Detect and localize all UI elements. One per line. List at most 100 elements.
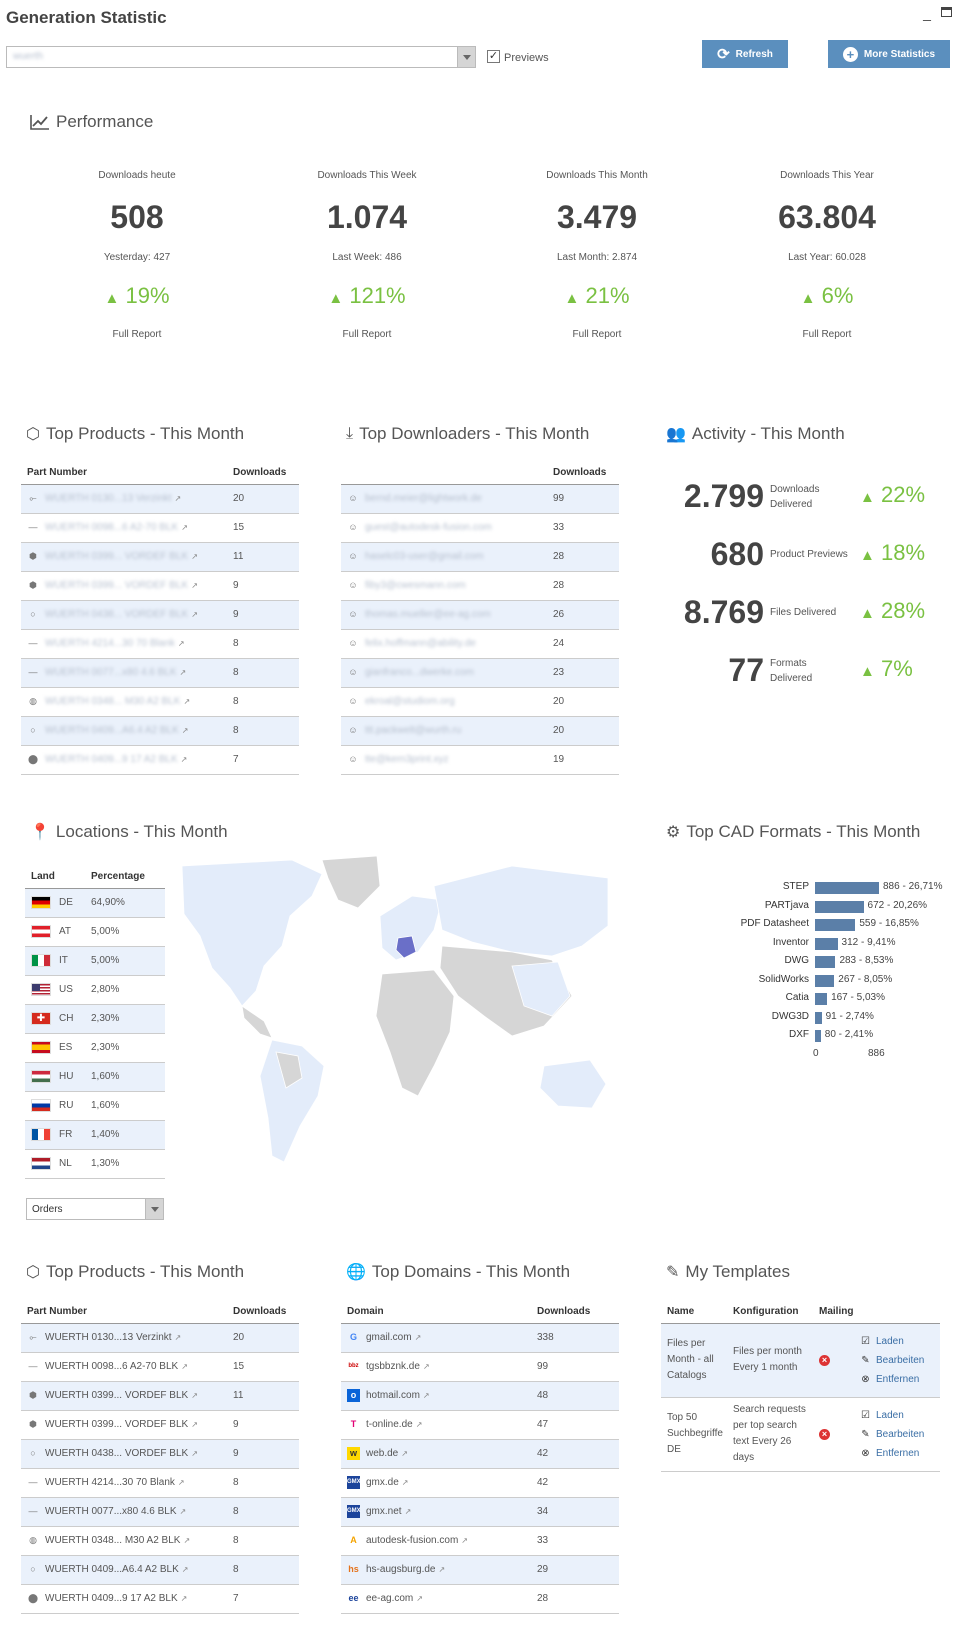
catalog-select[interactable]: wuerth (6, 46, 476, 68)
external-link-icon[interactable]: ↗ (181, 726, 189, 735)
table-row[interactable]: ○ WUERTH 0409...A6.4 A2 BLK ↗ 8 (21, 716, 299, 746)
table-row[interactable]: — WUERTH 0098...6 A2-70 BLK ↗ 15 (21, 1352, 299, 1382)
part-number-cell[interactable]: ⬢ WUERTH 0399... VORDEF BLK ↗ (21, 1410, 227, 1440)
external-link-icon[interactable]: ↗ (404, 1507, 412, 1517)
user-email-link[interactable]: felix.hoffmann@ability.de (365, 638, 476, 649)
part-number-cell[interactable]: — WUERTH 0098...6 A2-70 BLK ↗ (21, 1352, 227, 1382)
user-email-link[interactable]: ekroal@studiom.org (365, 696, 455, 707)
previews-checkbox[interactable]: ✓ (487, 50, 500, 63)
user-cell[interactable]: ☺ felix.hoffmann@ability.de (341, 629, 547, 659)
map-central-america[interactable] (241, 1005, 273, 1039)
table-row[interactable]: ○ WUERTH 0438... VORDEF BLK ↗ 9 (21, 1439, 299, 1469)
external-link-icon[interactable]: ↗ (416, 1594, 423, 1604)
external-link-icon[interactable]: ↗ (401, 1478, 409, 1488)
table-row[interactable]: ☺ gianfranco...dwerke.com 23 (341, 658, 619, 688)
load-template-link-label[interactable]: Laden (876, 1335, 904, 1347)
domain-link[interactable]: hs-augsburg.de (366, 1564, 436, 1576)
table-row[interactable]: — WUERTH 4214...30 70 Blank ↗ 8 (21, 1468, 299, 1498)
domain-cell[interactable]: w web.de ↗ (341, 1439, 531, 1469)
external-link-icon[interactable]: ↗ (183, 697, 191, 706)
table-row[interactable]: ☺ fiby3@cwesmann.com 28 (341, 571, 619, 601)
external-link-icon[interactable]: ↗ (179, 1507, 187, 1516)
part-number-link[interactable]: WUERTH 0399... VORDEF BLK (45, 551, 189, 562)
table-row[interactable]: IT 5,00% (25, 946, 165, 976)
map-africa[interactable] (375, 969, 455, 1097)
external-link-icon[interactable]: ↗ (181, 1362, 188, 1371)
table-row[interactable]: ⬢ WUERTH 0399... VORDEF BLK ↗ 11 (21, 542, 299, 572)
part-number-cell[interactable]: ⬤ WUERTH 0409...9 17 A2 BLK ↗ (21, 745, 227, 775)
user-email-link[interactable]: ttt.packwelt@wurth.ru (365, 725, 462, 736)
table-row[interactable]: DE 64,90% (25, 888, 165, 918)
part-number-link[interactable]: WUERTH 4214...30 70 Blank (45, 638, 175, 649)
table-row[interactable]: AT 5,00% (25, 917, 165, 947)
chevron-down-icon[interactable] (457, 47, 475, 67)
external-link-icon[interactable]: ↗ (180, 755, 188, 764)
table-row[interactable]: ⬤ WUERTH 0409...9 17 A2 BLK ↗ 7 (21, 1584, 299, 1614)
part-number-link[interactable]: WUERTH 0438... VORDEF BLK (45, 1448, 189, 1459)
part-number-link[interactable]: WUERTH 0409...9 17 A2 BLK (45, 754, 178, 765)
table-row[interactable]: ES 2,30% (25, 1033, 165, 1063)
table-row[interactable]: ○ WUERTH 0409...A6.4 A2 BLK ↗ 8 (21, 1555, 299, 1585)
map-russia[interactable] (433, 865, 609, 957)
bar-step[interactable] (815, 882, 879, 894)
part-number-link[interactable]: WUERTH 0098...6 A2-70 BLK (45, 522, 179, 533)
table-row[interactable]: ☺ tte@kern3print.xyz 19 (341, 745, 619, 775)
part-number-cell[interactable]: — WUERTH 4214...30 70 Blank ↗ (21, 629, 227, 659)
table-row[interactable]: ⬢ WUERTH 0399... VORDEF BLK ↗ 9 (21, 1410, 299, 1440)
bar-dwg3d[interactable] (815, 1011, 822, 1024)
load-template-link-label[interactable]: Laden (876, 1409, 904, 1421)
remove-template-link-label[interactable]: Entfernen (876, 1373, 920, 1385)
part-number-link[interactable]: WUERTH 0409...A6.4 A2 BLK (45, 1564, 179, 1575)
bar-dxf[interactable] (815, 1030, 821, 1042)
bar-inventor[interactable] (815, 937, 838, 950)
table-row[interactable]: ◍ WUERTH 0348... M30 A2 BLK ↗ 8 (21, 687, 299, 717)
user-cell[interactable]: ☺ guest@autodesk-fusion.com (341, 513, 547, 543)
user-cell[interactable]: ☺ thomas.mueller@ee-ag.com (341, 600, 547, 630)
external-link-icon[interactable]: ↗ (180, 1594, 188, 1603)
part-number-link[interactable]: WUERTH 0399... VORDEF BLK (45, 1419, 189, 1430)
map-greenland[interactable] (321, 856, 381, 909)
bar-partjava[interactable] (815, 900, 864, 913)
part-number-link[interactable]: WUERTH 0348... M30 A2 BLK (45, 1535, 181, 1546)
user-cell[interactable]: ☺ haselc03-user@gmail.com (341, 542, 547, 572)
table-row[interactable]: ⟜ WUERTH 0130...13 Verzinkt ↗ 20 (21, 1323, 299, 1353)
load-template-link[interactable]: ☑ Laden (860, 1332, 924, 1351)
map-south-america-grey[interactable] (275, 1051, 303, 1089)
part-number-link[interactable]: WUERTH 0130...13 Verzinkt (45, 493, 172, 504)
part-number-cell[interactable]: — WUERTH 4214...30 70 Blank ↗ (21, 1468, 227, 1498)
table-row[interactable]: US 2,80% (25, 975, 165, 1005)
part-number-link[interactable]: WUERTH 0399... VORDEF BLK (45, 1390, 189, 1401)
map-north-america[interactable] (181, 859, 323, 1007)
user-cell[interactable]: ☺ tte@kern3print.xyz (341, 745, 547, 775)
external-link-icon[interactable]: ↗ (191, 1391, 198, 1400)
table-row[interactable]: Files per Month - all Catalogs Files per … (661, 1323, 940, 1398)
table-row[interactable]: ☺ haselc03-user@gmail.com 28 (341, 542, 619, 572)
table-row[interactable]: ⬤ WUERTH 0409...9 17 A2 BLK ↗ 7 (21, 745, 299, 775)
part-number-link[interactable]: WUERTH 0077...x80 4.6 BLK (45, 667, 177, 678)
user-cell[interactable]: ☺ fiby3@cwesmann.com (341, 571, 547, 601)
external-link-icon[interactable]: ↗ (181, 523, 188, 532)
world-map[interactable] (172, 856, 612, 1168)
table-row[interactable]: ☺ thomas.mueller@ee-ag.com 26 (341, 600, 619, 630)
domain-link[interactable]: autodesk-fusion.com (366, 1535, 459, 1547)
table-row[interactable]: hs hs-augsburg.de ↗ 29 (341, 1555, 619, 1585)
part-number-link[interactable]: WUERTH 4214...30 70 Blank (45, 1477, 175, 1488)
user-cell[interactable]: ☺ bernd.meier@lightwork.de (341, 484, 547, 514)
table-row[interactable]: ◍ WUERTH 0348... M30 A2 BLK ↗ 8 (21, 1526, 299, 1556)
domain-link[interactable]: web.de (366, 1448, 399, 1460)
full-report-link[interactable]: Full Report (112, 329, 162, 340)
domain-link[interactable]: gmx.de (366, 1477, 399, 1489)
part-number-link[interactable]: WUERTH 0409...A6.4 A2 BLK (45, 725, 179, 736)
part-number-cell[interactable]: ⬤ WUERTH 0409...9 17 A2 BLK ↗ (21, 1584, 227, 1614)
map-australia[interactable] (539, 1059, 607, 1109)
bar-dwg[interactable] (815, 956, 836, 968)
domain-link[interactable]: hotmail.com (366, 1390, 420, 1402)
full-report-link[interactable]: Full Report (342, 329, 392, 340)
domain-link[interactable]: ee-ag.com (366, 1593, 414, 1605)
domain-cell[interactable]: hs hs-augsburg.de ↗ (341, 1555, 531, 1585)
map-europe[interactable] (379, 895, 443, 961)
